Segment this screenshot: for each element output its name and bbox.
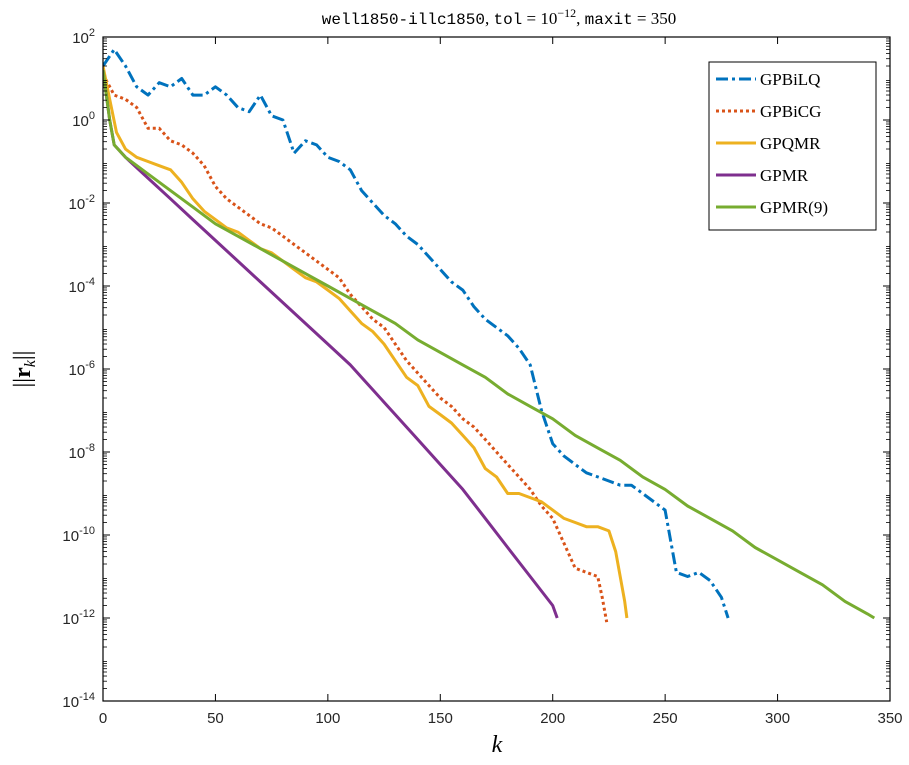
- x-tick-label: 300: [765, 710, 790, 727]
- series-line-gpmr-9: [103, 69, 876, 620]
- y-label-bold: r: [10, 367, 36, 378]
- y-axis-label: ||rk||: [10, 351, 39, 388]
- y-label-sub: k: [22, 359, 39, 367]
- x-tick-label: 50: [207, 710, 224, 727]
- chart-title: well1850-illc1850, tol = 10−12, maxit = …: [322, 6, 677, 29]
- y-tick-label: 100: [72, 110, 95, 130]
- legend-box: [708, 61, 877, 231]
- y-tick-label: 10-4: [69, 276, 95, 296]
- tick-layer: 0 50 100 150 200 250 300 350 102 100 10-2 10-4 10-6 1…: [62, 27, 902, 727]
- y-tick-label: 10-6: [69, 359, 95, 379]
- title-matrix-name: well1850-illc1850: [322, 11, 485, 29]
- x-axis-label: k: [492, 732, 503, 758]
- legend: GPBiLQ GPBiCG GPQMR GPMR GPMR(9): [708, 61, 877, 231]
- x-tick-label: 350: [877, 710, 902, 727]
- y-tick-label: 10-2: [69, 193, 95, 213]
- legend-label: GPMR(9): [760, 198, 828, 217]
- title-sep2: ,: [576, 9, 585, 28]
- legend-label: GPMR: [760, 166, 809, 185]
- title-tol-exponent: −12: [557, 6, 576, 20]
- series-line-gpbilq: [103, 48, 730, 619]
- y-tick-label: 10-10: [62, 525, 95, 545]
- y-tick-label: 102: [72, 27, 95, 47]
- y-tick-label: 10-12: [62, 608, 95, 628]
- x-tick-label: 0: [99, 710, 107, 727]
- y-label-open: ||: [10, 378, 36, 388]
- title-sep1: ,: [485, 9, 494, 28]
- x-tick-label: 100: [315, 710, 340, 727]
- title-tol-name: tol: [493, 11, 522, 29]
- y-tick-label: 10-14: [62, 691, 95, 711]
- x-tick-label: 250: [653, 710, 678, 727]
- legend-label: GPBiLQ: [760, 70, 820, 89]
- series-line-gpbicg: [103, 73, 609, 623]
- y-label-close: ||: [10, 351, 36, 361]
- title-maxit-name: maxit: [585, 11, 633, 29]
- legend-label: GPBiCG: [760, 102, 821, 121]
- y-tick-label: 10-8: [69, 442, 95, 462]
- series-line-gpqmr: [103, 65, 629, 619]
- x-tick-label: 200: [540, 710, 565, 727]
- series-line-gpmr: [103, 69, 559, 619]
- series-layer: [103, 48, 876, 623]
- title-eq1: = 10: [522, 9, 557, 28]
- x-tick-label: 150: [428, 710, 453, 727]
- title-eq2: = 350: [633, 9, 677, 28]
- legend-label: GPQMR: [760, 134, 821, 153]
